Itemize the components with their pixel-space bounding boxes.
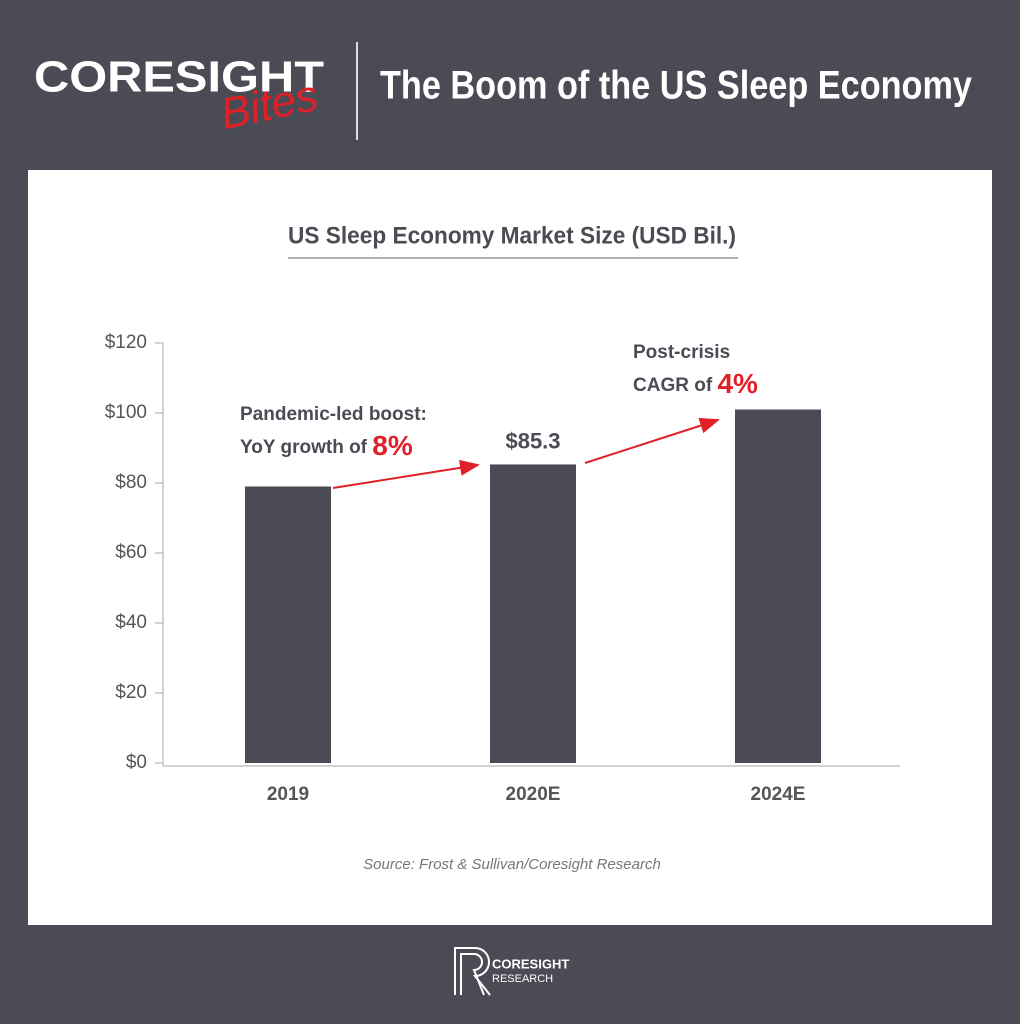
page-title: The Boom of the US Sleep Economy [380,64,973,108]
footer-logo-text: RESEARCH [492,973,553,985]
bar [735,409,821,763]
y-tick-label: $0 [126,752,147,773]
chart-title: US Sleep Economy Market Size (USD Bil.) [288,222,736,249]
annotation: Post-crisis [633,342,730,363]
x-tick-label: 2020E [506,784,561,805]
bar [490,464,576,763]
value-label: $85.3 [505,428,560,453]
x-tick-label: 2024E [751,784,806,805]
y-tick-label: $120 [105,332,147,353]
arrow [332,459,480,489]
footer-logo [454,947,491,996]
annotation: Pandemic-led boost: [240,404,427,425]
bar [245,486,331,763]
annotation-highlight: 4% [717,368,758,399]
annotation-text: CAGR of [633,375,717,396]
footer-logo-text: CORESIGHT [492,956,569,971]
annotation-text: YoY growth of [240,437,372,458]
annotation: YoY growth of 8% [240,430,413,461]
brand: CORESIGHT [34,53,324,102]
arrow [584,417,720,464]
x-tick-label: 2019 [267,784,309,805]
y-tick-label: $40 [115,612,147,633]
annotation: CAGR of 4% [633,368,758,399]
y-tick-label: $20 [115,682,147,703]
annotation-highlight: 8% [372,430,413,461]
y-tick-label: $100 [105,402,147,423]
y-tick-label: $80 [115,472,147,493]
source: Source: Frost & Sullivan/Coresight Resea… [363,856,661,873]
y-tick-label: $60 [115,542,147,563]
